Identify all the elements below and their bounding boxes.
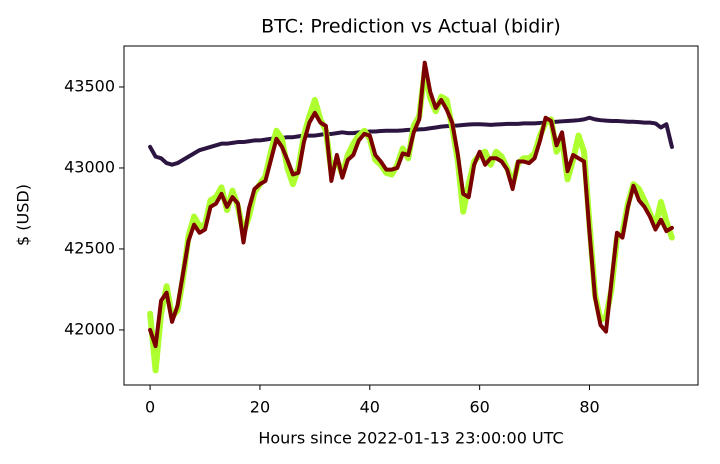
axes-frame — [123, 45, 699, 386]
series-line — [148, 60, 674, 349]
x-tick-label: 40 — [360, 398, 380, 417]
y-tick-label: 43000 — [64, 157, 115, 176]
x-tick-label: 20 — [250, 398, 270, 417]
x-tick-label: 80 — [579, 398, 599, 417]
y-tick-label: 43500 — [64, 76, 115, 95]
plot-area — [147, 60, 675, 374]
x-axis-label: Hours since 2022-01-13 23:00:00 UTC — [258, 429, 563, 448]
x-tick-label: 60 — [469, 398, 489, 417]
y-tick-label: 42500 — [64, 238, 115, 257]
y-axis-label: $ (USD) — [14, 184, 33, 246]
y-tick-label: 42000 — [64, 319, 115, 338]
series-line — [147, 67, 675, 374]
chart-title: BTC: Prediction vs Actual (bidir) — [261, 16, 561, 38]
x-tick-label: 0 — [145, 398, 155, 417]
